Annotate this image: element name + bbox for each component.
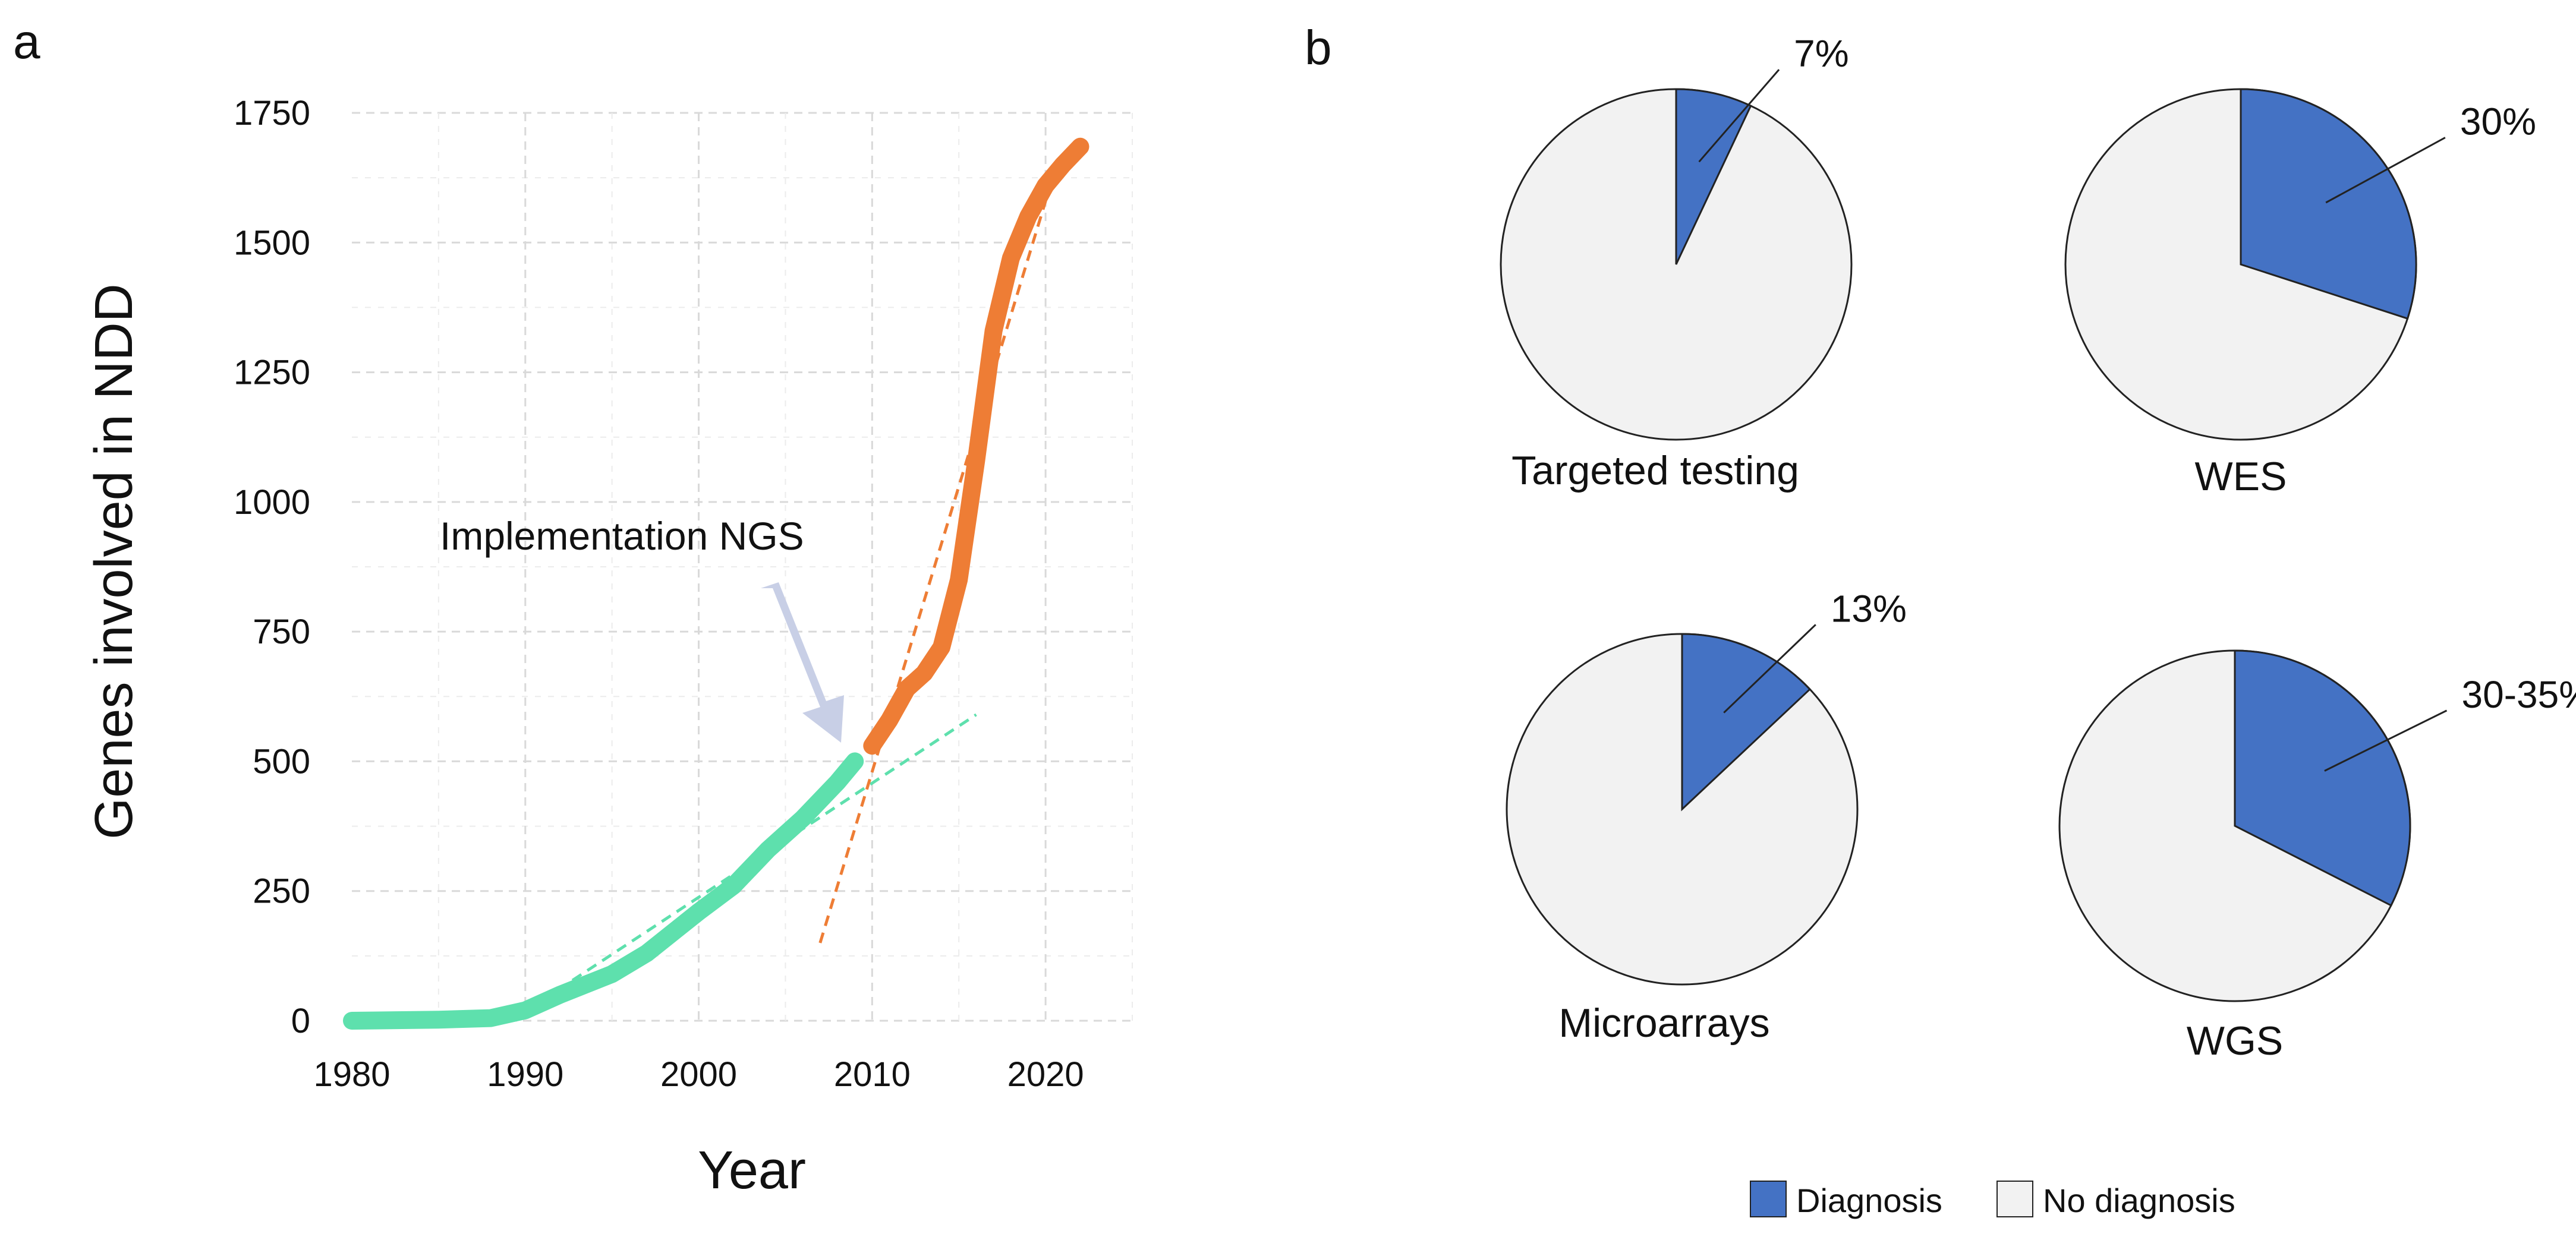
pie-slice-diagnosis — [2234, 649, 2411, 907]
series-line — [343, 752, 864, 1030]
x-tick-label: 2020 — [1007, 1055, 1084, 1094]
pie-percent-label: 30% — [2460, 100, 2536, 143]
grid — [352, 112, 1133, 1022]
y-ticks: 0 250 500 750 1000 1250 1500 1750 — [234, 94, 310, 1040]
pie-1: 7% Targeted testing — [1500, 32, 1853, 493]
pie-3: 13% Microarrays — [1506, 587, 1907, 1046]
pie-label: Targeted testing — [1511, 448, 1799, 493]
y-tick-label: 1500 — [234, 223, 310, 262]
pie-label: WGS — [2187, 1018, 2283, 1064]
y-tick-label: 0 — [291, 1002, 310, 1040]
x-tick-label: 2010 — [834, 1055, 911, 1094]
legend-label-no-diagnosis: No diagnosis — [2043, 1182, 2235, 1219]
trendlines — [541, 200, 1047, 1002]
legend-label-diagnosis: Diagnosis — [1796, 1182, 1942, 1219]
y-axis-title: Genes involved in NDD — [84, 283, 144, 839]
annotation-arrow — [761, 582, 844, 743]
y-tick-label: 1250 — [234, 354, 310, 392]
pie-label: WES — [2195, 454, 2287, 499]
pie-leader-line — [2324, 709, 2448, 772]
annotation-text: Implementation NGS — [440, 514, 804, 558]
x-tick-label: 1980 — [313, 1055, 390, 1094]
pie-charts: 7% Targeted testing 30% WES 13% Microarrays 30… — [1500, 32, 2576, 1064]
line-chart: 0 250 500 750 1000 1250 1500 1750 1980 1990 2000 2… — [84, 94, 1133, 1200]
trendline — [818, 200, 1047, 943]
pie-leader-line — [2325, 137, 2446, 204]
series — [343, 137, 1089, 1030]
x-tick-label: 1990 — [487, 1055, 563, 1094]
y-tick-label: 1750 — [234, 94, 310, 132]
pie-label: Microarrays — [1558, 1001, 1769, 1046]
pie-leader-line — [1723, 624, 1816, 714]
legend: Diagnosis No diagnosis — [1750, 1181, 2235, 1219]
pie-percent-label: 13% — [1831, 587, 1907, 630]
x-ticks: 1980 1990 2000 2010 2020 — [313, 1055, 1084, 1094]
x-tick-label: 2000 — [660, 1055, 737, 1094]
pie-slice-diagnosis — [2240, 88, 2417, 320]
pie-percent-label: 7% — [1794, 32, 1849, 75]
panel-label-a: a — [13, 15, 40, 69]
x-axis-title: Year — [698, 1141, 806, 1200]
pie-leader-line — [1698, 69, 1780, 163]
pie-slice-diagnosis — [1681, 633, 1812, 812]
series-line — [863, 137, 1089, 755]
pie-percent-label: 30-35% — [2462, 673, 2576, 716]
y-tick-label: 500 — [253, 742, 310, 781]
legend-swatch-no-diagnosis — [1996, 1181, 2033, 1217]
pie-4: 30-35% WGS — [2058, 649, 2576, 1064]
y-tick-label: 250 — [253, 872, 310, 911]
legend-swatch-diagnosis — [1750, 1181, 1787, 1217]
y-tick-label: 750 — [253, 613, 310, 651]
y-tick-label: 1000 — [234, 483, 310, 522]
panel-label-b: b — [1305, 21, 1332, 75]
pie-2: 30% WES — [2064, 88, 2536, 499]
